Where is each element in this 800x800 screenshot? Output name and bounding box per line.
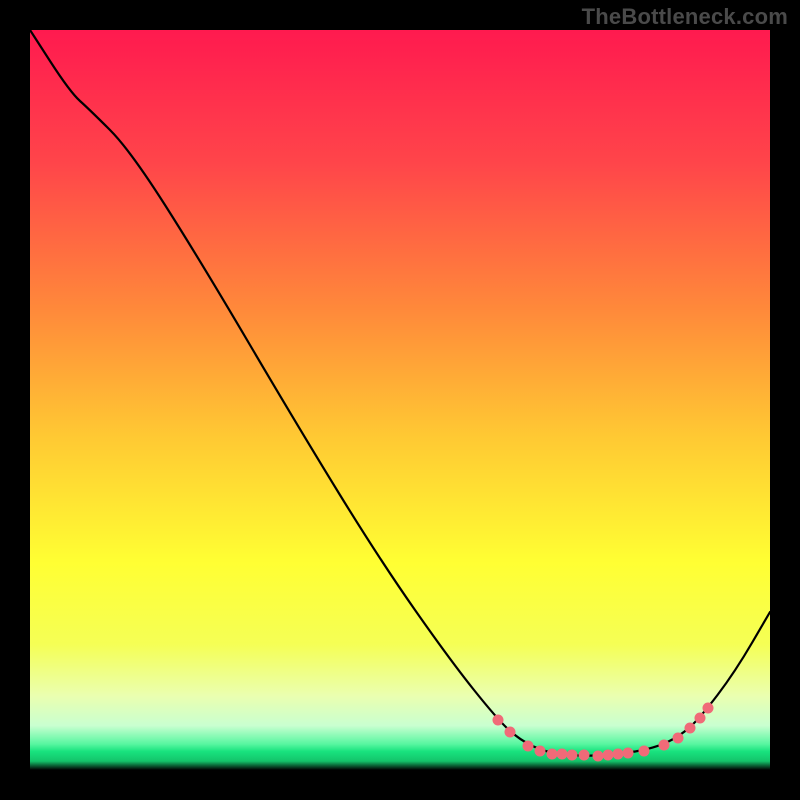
curve-marker-dot xyxy=(685,723,696,734)
chart-container: TheBottleneck.com xyxy=(0,0,800,800)
curve-marker-dot xyxy=(579,750,590,761)
curve-marker-dot xyxy=(547,749,558,760)
bottleneck-chart xyxy=(0,0,800,800)
plot-background xyxy=(30,30,770,770)
curve-marker-dot xyxy=(623,748,634,759)
watermark-text: TheBottleneck.com xyxy=(582,4,788,30)
curve-marker-dot xyxy=(557,749,568,760)
curve-marker-dot xyxy=(505,727,516,738)
curve-marker-dot xyxy=(695,713,706,724)
frame-edge xyxy=(0,770,800,800)
frame-edge xyxy=(0,0,30,800)
curve-marker-dot xyxy=(535,746,546,757)
curve-marker-dot xyxy=(703,703,714,714)
curve-marker-dot xyxy=(523,741,534,752)
curve-marker-dot xyxy=(613,749,624,760)
curve-marker-dot xyxy=(639,746,650,757)
curve-marker-dot xyxy=(493,715,504,726)
curve-marker-dot xyxy=(567,750,578,761)
curve-marker-dot xyxy=(673,733,684,744)
curve-marker-dot xyxy=(603,750,614,761)
curve-marker-dot xyxy=(593,751,604,762)
curve-marker-dot xyxy=(659,740,670,751)
frame-edge xyxy=(770,0,800,800)
